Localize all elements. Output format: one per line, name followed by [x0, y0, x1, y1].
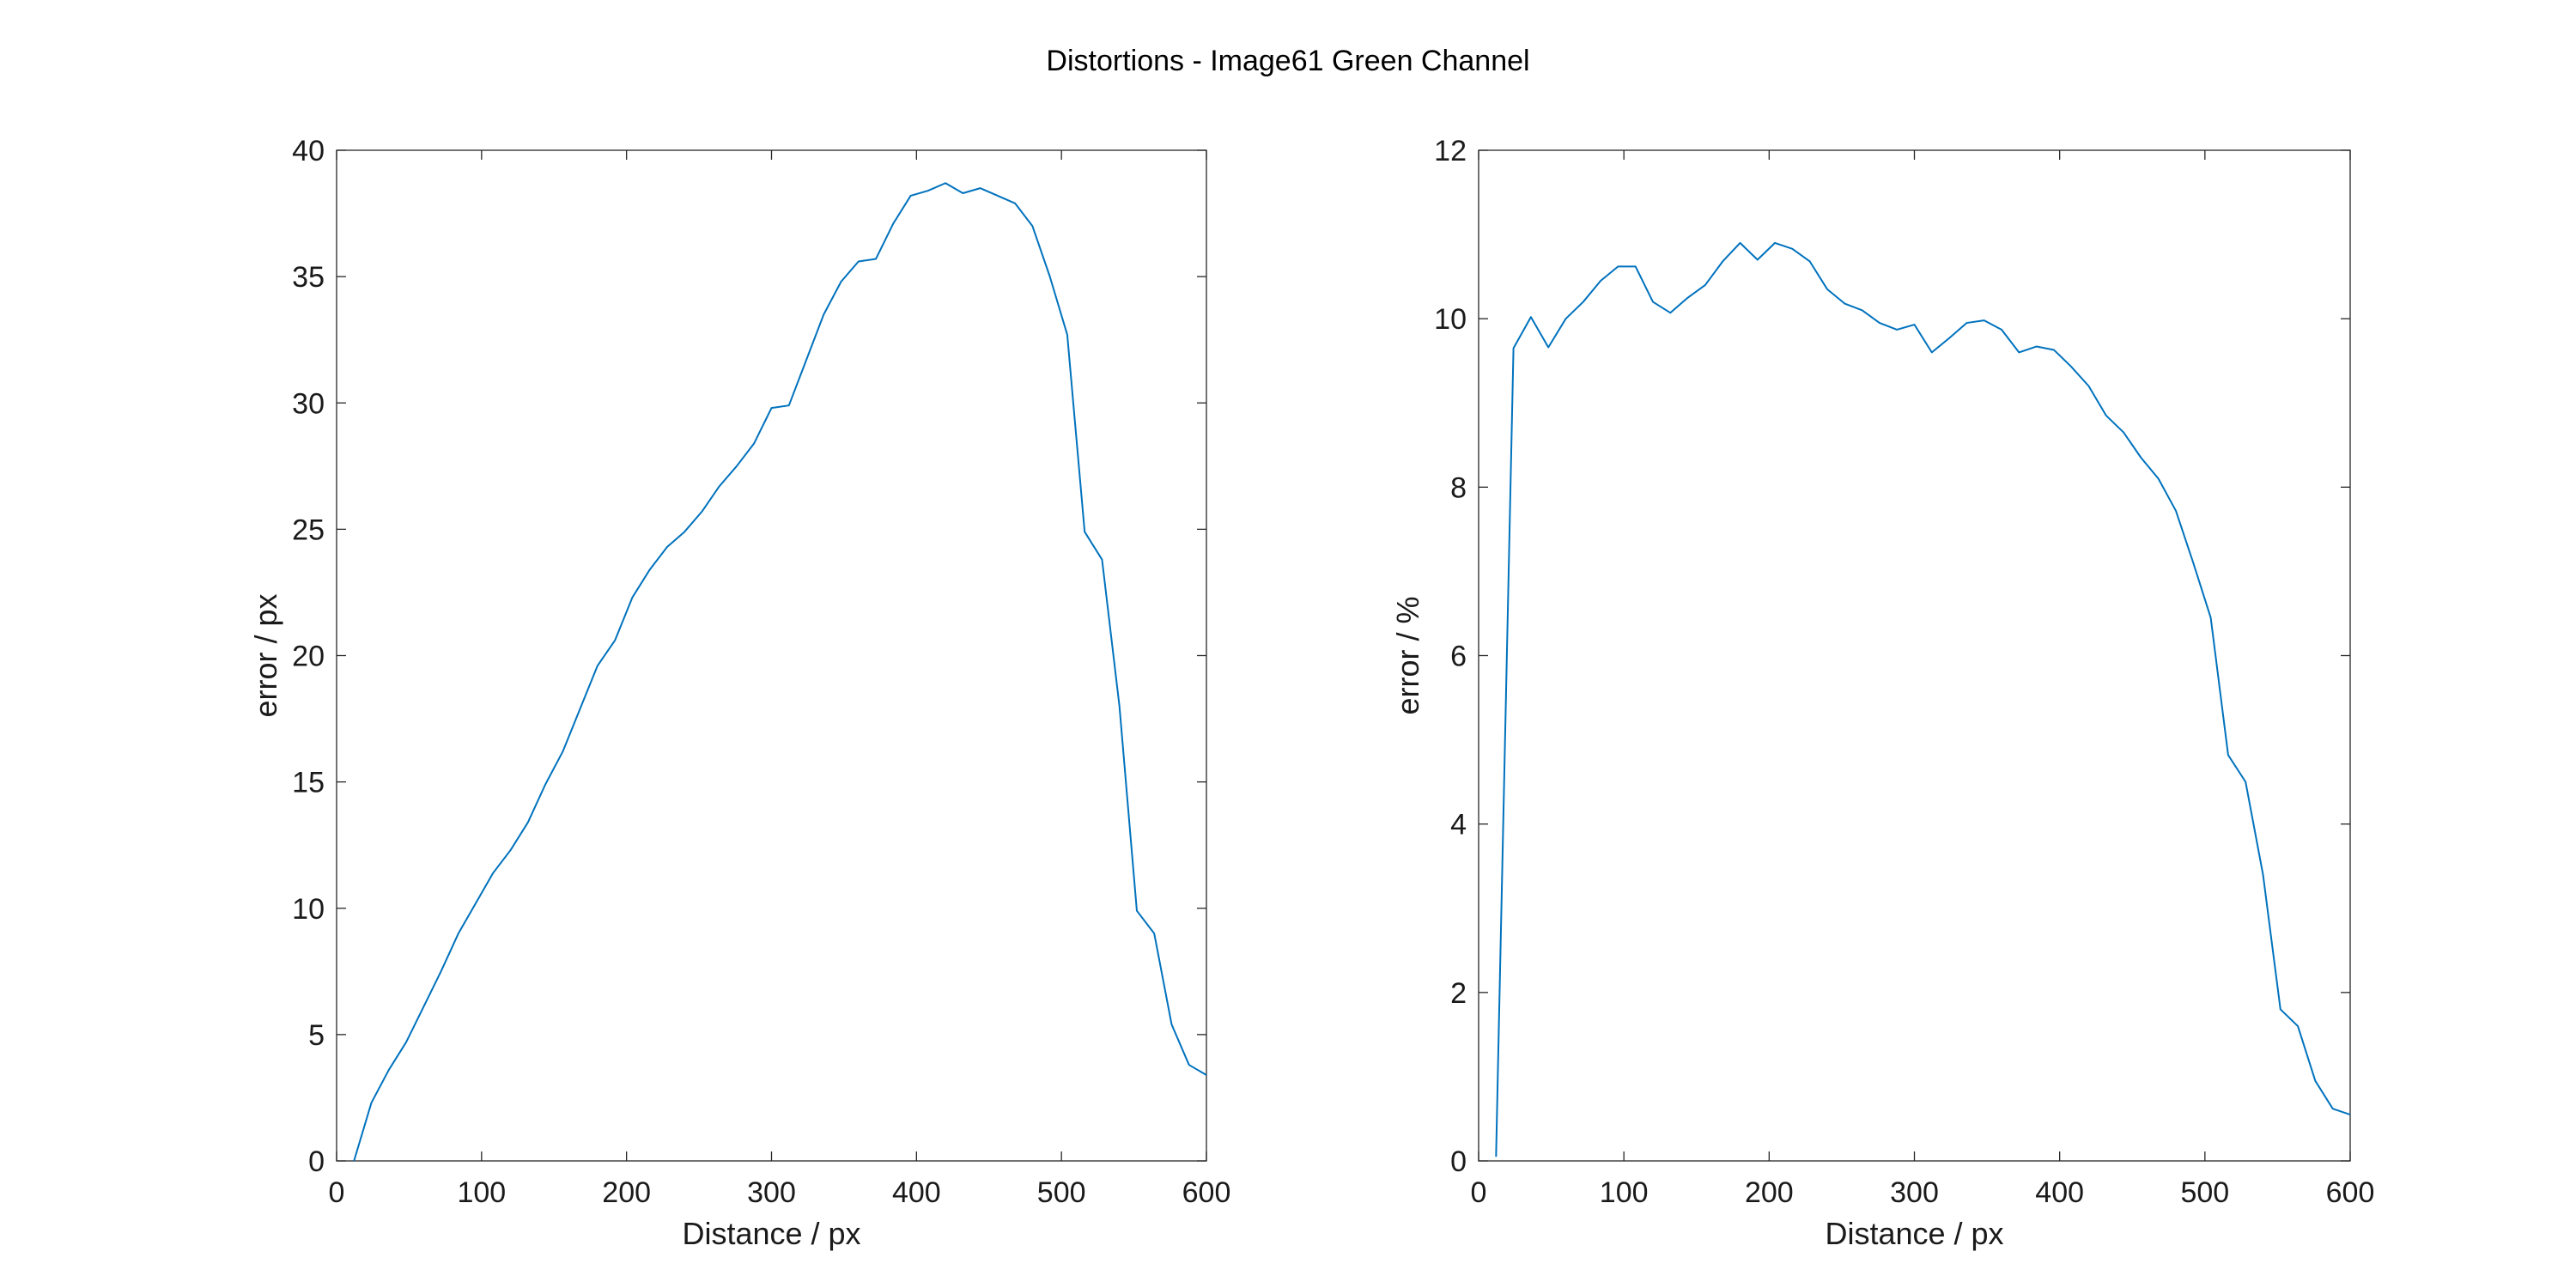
y-tick-label: 40: [292, 135, 325, 167]
y-tick-label: 4: [1450, 809, 1467, 841]
x-tick-label: 500: [1037, 1176, 1086, 1209]
x-tick-label: 0: [1471, 1176, 1487, 1209]
y-axis-label: error / px: [248, 593, 283, 717]
y-tick-label: 2: [1450, 977, 1467, 1010]
y-tick-label: 10: [1434, 303, 1467, 336]
y-tick-label: 35: [292, 261, 325, 294]
x-tick-label: 400: [2035, 1176, 2084, 1209]
x-tick-label: 200: [1745, 1176, 1794, 1209]
figure-title: Distortions - Image61 Green Channel: [1046, 45, 1530, 77]
x-tick-label: 600: [1182, 1176, 1231, 1209]
y-tick-label: 15: [292, 767, 325, 799]
x-tick-label: 400: [892, 1176, 941, 1209]
series-line-2: [1495, 241, 2351, 1157]
x-axis-label: Distance / px: [682, 1216, 860, 1251]
x-tick-label: 600: [2326, 1176, 2375, 1209]
x-tick-label: 200: [602, 1176, 651, 1209]
y-tick-label: 20: [292, 641, 325, 673]
y-axis-label: error / %: [1390, 596, 1425, 714]
y-tick-label: 25: [292, 513, 325, 546]
plot-area-1: [336, 149, 1207, 1162]
x-axis-label: Distance / px: [1825, 1216, 2003, 1251]
y-tick-label: 8: [1450, 471, 1467, 504]
x-tick-label: 300: [1890, 1176, 1939, 1209]
y-tick-label: 6: [1450, 641, 1467, 673]
x-tick-label: 100: [457, 1176, 506, 1209]
x-tick-label: 500: [2180, 1176, 2229, 1209]
x-tick-label: 100: [1600, 1176, 1649, 1209]
x-tick-label: 300: [747, 1176, 796, 1209]
y-tick-label: 10: [292, 893, 325, 926]
y-tick-label: 0: [1450, 1145, 1467, 1178]
series-line-1: [353, 182, 1207, 1162]
y-tick-label: 30: [292, 387, 325, 420]
plot-area-2: [1478, 149, 2351, 1162]
x-tick-label: 0: [329, 1176, 345, 1209]
y-tick-label: 12: [1434, 135, 1467, 167]
y-tick-label: 5: [308, 1019, 325, 1052]
y-tick-label: 0: [308, 1145, 325, 1178]
